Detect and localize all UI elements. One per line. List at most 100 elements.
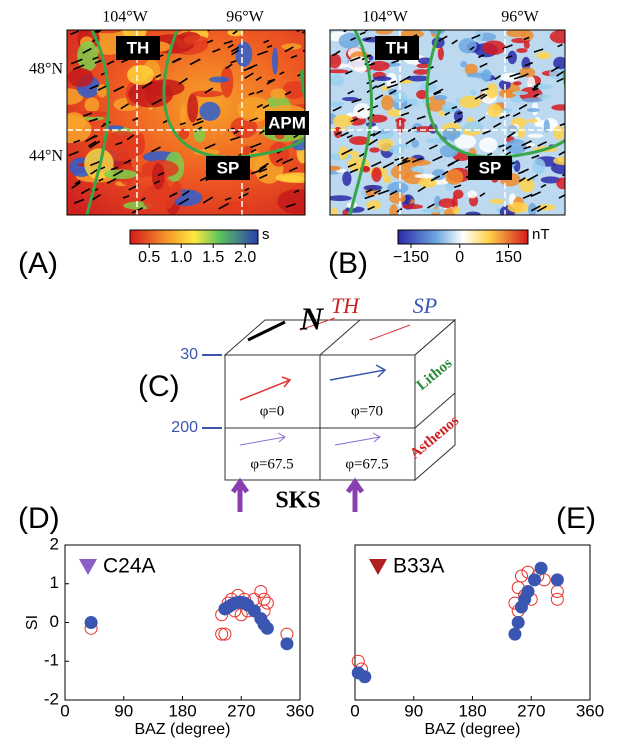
- split-bar: [89, 84, 99, 90]
- split-bar: [110, 166, 119, 171]
- map-blob: [330, 101, 344, 108]
- x-tick-label: 360: [576, 701, 604, 720]
- split-bar: [378, 189, 390, 195]
- split-bar: [296, 30, 302, 33]
- split-bar: [530, 205, 541, 212]
- data-point: [280, 637, 294, 651]
- map-blob: [521, 97, 543, 103]
- map-blob: [270, 88, 287, 100]
- split-bar: [113, 85, 125, 93]
- map-blob: [513, 81, 522, 86]
- split-bar: [388, 89, 397, 95]
- data-point: [514, 569, 528, 583]
- colorbar-tick-label: 1.5: [202, 249, 224, 266]
- split-bar: [469, 46, 475, 51]
- split-bar: [432, 155, 443, 162]
- split-bar: [477, 116, 486, 122]
- map-blob: [151, 163, 165, 190]
- split-bar: [284, 46, 294, 53]
- split-bar: [550, 66, 560, 73]
- split-bar: [71, 58, 83, 65]
- map-blob: [437, 46, 444, 61]
- split-bar: [290, 54, 298, 59]
- split-bar: [227, 43, 234, 49]
- split-bar: [482, 129, 491, 135]
- source-label: SKS: [275, 488, 320, 514]
- panel-label: (E): [556, 502, 596, 535]
- split-bar: [386, 83, 399, 89]
- data-point: [358, 670, 372, 684]
- split-bar: [276, 158, 283, 163]
- sks-arrow: [345, 477, 365, 512]
- split-bar: [140, 197, 146, 202]
- split-bar: [451, 39, 458, 45]
- map-blob: [105, 125, 124, 130]
- map-blob: [458, 38, 477, 54]
- map-blob: [272, 47, 279, 75]
- split-bar: [531, 85, 539, 91]
- map-blob: [549, 30, 565, 44]
- map-blob: [369, 60, 390, 72]
- map-blob: [421, 208, 445, 213]
- split-bar: [347, 90, 355, 95]
- map-blob: [353, 103, 371, 119]
- split-bar: [71, 181, 81, 189]
- split-bar: [537, 141, 547, 147]
- map-blob: [528, 202, 537, 215]
- y-tick-label: 1: [50, 573, 59, 592]
- split-bar: [263, 39, 270, 44]
- x-tick-label: 0: [350, 701, 359, 720]
- map-blob: [454, 134, 476, 149]
- split-bar: [540, 183, 547, 189]
- map-blob: [220, 66, 234, 98]
- map-blob: [507, 202, 530, 213]
- phi-label: φ=67.5: [345, 456, 388, 472]
- split-bar: [224, 197, 232, 201]
- map-blob: [452, 206, 460, 214]
- province-boundary: [425, 30, 565, 159]
- map-blob: [348, 136, 370, 145]
- split-bar: [179, 122, 186, 126]
- data-point: [254, 585, 268, 598]
- split-bar: [522, 193, 533, 199]
- map-blob: [363, 184, 383, 191]
- y-axis-label: SI: [24, 615, 41, 630]
- arrow: [334, 432, 381, 446]
- chart-title: B33A: [393, 555, 444, 578]
- arrow: [239, 376, 292, 401]
- colorbar-tick-label: 150: [495, 249, 522, 266]
- split-bar: [74, 179, 81, 185]
- split-bar: [204, 87, 214, 94]
- split-bar: [171, 57, 182, 64]
- split-bar: [349, 56, 361, 62]
- map-blob: [517, 127, 526, 139]
- map-blob: [551, 104, 565, 111]
- split-bar: [416, 115, 426, 120]
- map-blob: [466, 72, 489, 78]
- split-bar: [368, 138, 378, 146]
- split-bar: [243, 66, 253, 72]
- province-boundary: [162, 30, 305, 159]
- phi-label: φ=70: [351, 403, 383, 419]
- split-bar: [94, 59, 102, 64]
- split-bar: [407, 126, 417, 132]
- split-bar: [249, 117, 258, 122]
- split-bar: [250, 148, 257, 153]
- split-bar: [192, 120, 204, 126]
- split-bar: [72, 64, 85, 71]
- split-bar: [206, 39, 214, 44]
- split-bar: [532, 87, 539, 92]
- panel-label: (D): [18, 502, 60, 535]
- split-bar: [90, 194, 101, 202]
- lon-label: 96°W: [226, 9, 264, 26]
- split-bar: [373, 189, 382, 195]
- split-bar: [400, 159, 411, 165]
- colorbar-tick-label: 0.5: [138, 249, 160, 266]
- split-bar: [279, 71, 285, 75]
- map-blob: [341, 96, 359, 102]
- split-bar: [504, 55, 513, 60]
- map-blob: [331, 207, 338, 215]
- split-bar: [178, 198, 190, 206]
- split-bar: [531, 154, 540, 159]
